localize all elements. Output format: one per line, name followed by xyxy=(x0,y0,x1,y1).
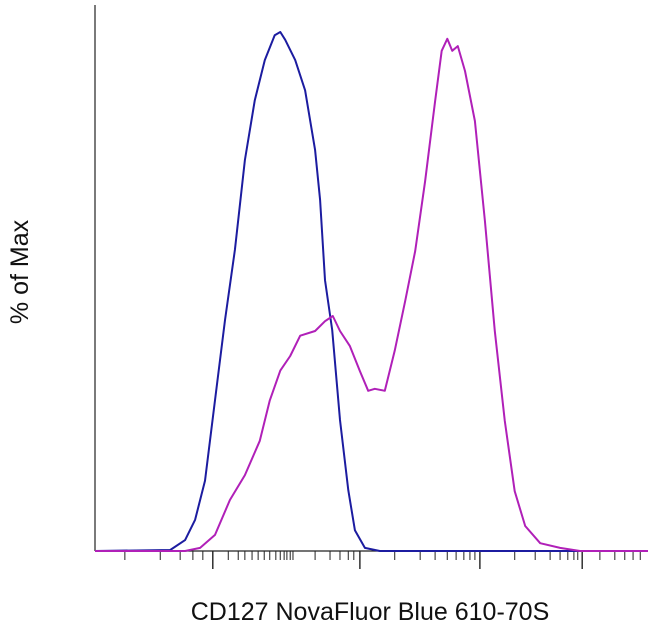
histogram-line xyxy=(95,37,648,552)
y-axis-label: % of Max xyxy=(6,219,34,324)
histogram-line xyxy=(94,31,648,552)
x-axis-label: CD127 NovaFluor Blue 610-70S xyxy=(191,598,550,626)
